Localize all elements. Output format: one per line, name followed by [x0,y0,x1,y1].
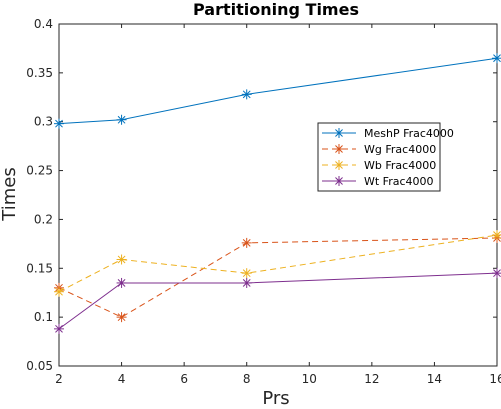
legend-item: MeshP Frac4000 [322,127,454,140]
series-line [58,272,498,330]
legend-label: Wt Frac4000 [364,175,434,188]
legend: MeshP Frac4000 Wg Frac4000 Wb Frac4000 Wt F… [317,122,454,192]
data-point-marker [492,230,501,241]
y-axis-label: Times [0,167,20,221]
data-point-marker [334,176,344,186]
chart-title: Partitioning Times [193,0,359,19]
data-point-marker [334,144,344,154]
x-tick-label: 10 [302,372,317,386]
series-line [58,57,498,125]
series-wg-frac4000 [54,232,501,323]
data-point-marker [241,268,252,279]
data-point-marker [116,277,127,288]
data-point-marker [116,312,127,323]
data-point-marker [241,237,252,248]
plot-area [58,23,498,367]
legend-label: Wg Frac4000 [364,143,436,156]
data-point-marker [54,323,64,334]
legend-label: Wb Frac4000 [364,159,436,172]
y-tick-label: 0.25 [26,164,53,178]
x-axis-ticks: 2 4 6 8 10 12 14 16 [55,24,501,386]
x-axis-label: Prs [262,388,289,409]
series-line [58,237,498,318]
axes-box [58,23,498,367]
legend-item: Wb Frac4000 [322,159,436,172]
data-point-marker [116,254,127,265]
data-point-marker [334,128,344,138]
y-tick-label: 0.05 [26,359,53,373]
data-point-marker [492,53,501,64]
y-tick-label: 0.3 [34,115,53,129]
series-wb-frac4000 [54,230,501,297]
x-tick-label: 2 [55,372,63,386]
series-meshp-frac4000 [54,53,501,129]
x-tick-label: 12 [364,372,379,386]
y-tick-label: 0.1 [34,310,53,324]
series-line [58,234,498,293]
legend-item: Wt Frac4000 [322,175,434,188]
y-axis-ticks: 0.05 0.1 0.15 0.2 0.25 0.3 0.35 0.4 [26,17,497,373]
x-tick-label: 16 [489,372,501,386]
data-point-marker [54,286,64,297]
data-point-marker [116,114,127,125]
y-tick-label: 0.2 [34,212,53,226]
legend-label: MeshP Frac4000 [364,127,454,140]
x-tick-label: 6 [180,372,188,386]
data-point-marker [492,268,501,279]
data-point-marker [334,160,344,170]
y-tick-label: 0.15 [26,261,53,275]
legend-item: Wg Frac4000 [322,143,436,156]
data-point-marker [241,277,252,288]
data-point-marker [54,118,64,129]
y-tick-label: 0.35 [26,66,53,80]
y-tick-label: 0.4 [34,17,53,31]
x-tick-label: 14 [427,372,442,386]
x-tick-label: 8 [243,372,251,386]
x-tick-label: 4 [118,372,126,386]
series-wt-frac4000 [54,268,501,334]
series-layer [54,53,501,334]
data-point-marker [241,89,252,100]
